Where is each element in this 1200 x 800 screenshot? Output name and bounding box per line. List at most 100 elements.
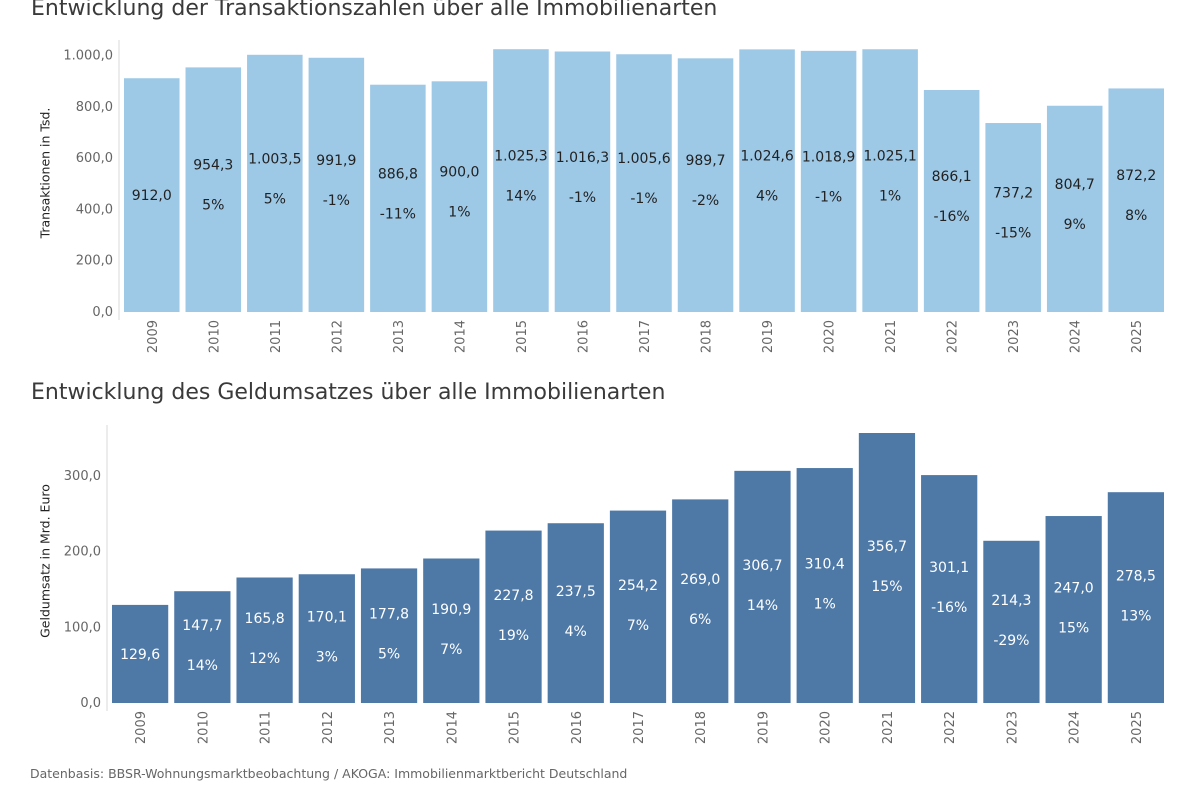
y-tick-label: 200,0	[76, 254, 113, 269]
x-tick-label: 2015	[515, 320, 530, 353]
x-tick-label: 2022	[943, 711, 958, 744]
y-tick-label: 400,0	[76, 202, 113, 217]
transactions-bar-chart: 0,0 200,0 400,0 600,0 800,0 1.000,0 912,0 2009 9…	[63, 40, 1164, 353]
bar-change-label: 9%	[1064, 217, 1086, 233]
y-tick-label: 1.000,0	[63, 49, 113, 64]
y-tick-label: 0,0	[92, 305, 113, 320]
bar	[677, 58, 734, 313]
bar-change-label: 1%	[879, 189, 901, 205]
bar-value-label: 1.018,9	[802, 149, 855, 165]
x-tick-label: 2017	[638, 320, 653, 353]
bar-value-label: 912,0	[132, 188, 172, 204]
x-tick-label: 2014	[445, 711, 460, 744]
bar-change-label: -16%	[934, 209, 970, 225]
x-tick-label: 2022	[946, 320, 961, 353]
bar-value-label: 170,1	[307, 610, 347, 626]
x-tick-label: 2013	[383, 711, 398, 744]
x-tick-label: 2014	[453, 320, 468, 353]
x-tick-label: 2010	[196, 711, 211, 744]
bar-change-label: -15%	[995, 226, 1031, 242]
bar	[112, 604, 169, 703]
chart-title-turnover: Entwicklung des Geldumsatzes über alle I…	[31, 380, 666, 405]
y-tick-label: 100,0	[64, 620, 101, 635]
bar-change-label: 4%	[756, 189, 778, 205]
bar	[921, 475, 978, 703]
x-tick-label: 2021	[884, 320, 899, 353]
x-tick-label: 2016	[576, 320, 591, 353]
chart-title-transactions: Entwicklung der Transaktionszahlen über …	[31, 0, 718, 21]
bar-change-label: -1%	[569, 190, 596, 206]
bar-value-label: 1.005,6	[617, 151, 671, 167]
y-tick-label: 300,0	[64, 469, 101, 484]
x-tick-label: 2018	[700, 320, 715, 353]
bar-value-label: 237,5	[556, 584, 596, 600]
bar-change-label: 7%	[627, 618, 649, 634]
bar	[485, 530, 542, 703]
bar-change-label: 5%	[264, 191, 286, 207]
bar-change-label: 1%	[448, 205, 470, 221]
x-tick-label: 2009	[146, 320, 161, 353]
x-tick-label: 2020	[819, 711, 834, 744]
bar-value-label: 247,0	[1054, 581, 1094, 597]
bar-change-label: 19%	[498, 628, 529, 644]
bar-value-label: 1.016,3	[556, 150, 609, 166]
y-tick-label: 600,0	[76, 151, 113, 166]
bar-value-label: 737,2	[993, 186, 1033, 202]
bar	[616, 54, 672, 313]
x-tick-label: 2009	[134, 711, 149, 744]
bar-value-label: 227,8	[493, 588, 533, 604]
bar	[554, 51, 611, 313]
bar-change-label: 1%	[814, 597, 836, 613]
bar-change-label: -1%	[630, 191, 657, 207]
x-tick-label: 2015	[508, 711, 523, 744]
bar-value-label: 866,1	[932, 169, 972, 185]
bar	[800, 50, 857, 313]
x-tick-label: 2012	[330, 320, 345, 353]
bar-change-label: -2%	[692, 193, 719, 209]
bar	[862, 49, 918, 312]
bar-change-label: 12%	[249, 651, 280, 667]
bar-value-label: 147,7	[182, 618, 222, 634]
bar-value-label: 129,6	[120, 647, 160, 663]
x-tick-label: 2012	[321, 711, 336, 744]
x-tick-label: 2019	[756, 711, 771, 744]
bar-change-label: -11%	[380, 206, 416, 222]
bar	[493, 49, 549, 313]
x-tick-label: 2011	[259, 711, 274, 744]
bar-value-label: 214,3	[991, 593, 1031, 609]
bar-change-label: 6%	[689, 612, 711, 628]
bar	[370, 84, 426, 312]
bar-change-label: -29%	[993, 633, 1029, 649]
bar	[734, 470, 791, 703]
bar	[796, 468, 853, 703]
bar	[1107, 492, 1164, 703]
bar	[1045, 516, 1102, 703]
bar-value-label: 1.024,6	[740, 149, 794, 165]
bar	[983, 540, 1040, 703]
x-tick-label: 2023	[1005, 711, 1020, 744]
bar-change-label: 4%	[565, 624, 587, 640]
bar-change-label: 15%	[1058, 621, 1089, 637]
x-tick-label: 2020	[823, 320, 838, 353]
bar	[298, 574, 355, 703]
bar-value-label: 310,4	[805, 557, 845, 573]
bar	[858, 433, 916, 703]
bar	[185, 67, 242, 313]
y-tick-label: 800,0	[76, 100, 113, 115]
turnover-bar-chart: 0,0 100,0 200,0 300,0 129,6 2009 147,7 14% 2010 1…	[64, 425, 1164, 744]
bar	[236, 577, 293, 703]
x-tick-label: 2016	[570, 711, 585, 744]
bar-change-label: -1%	[323, 193, 350, 209]
x-tick-label: 2024	[1068, 711, 1083, 744]
bar-value-label: 356,7	[867, 539, 907, 555]
bar	[985, 123, 1041, 313]
bar-value-label: 254,2	[618, 578, 658, 594]
bar-change-label: 5%	[202, 198, 224, 214]
bar	[1046, 105, 1103, 312]
x-tick-label: 2025	[1130, 711, 1145, 744]
x-tick-label: 2024	[1069, 320, 1084, 353]
x-tick-label: 2019	[761, 320, 776, 353]
bar-value-label: 991,9	[316, 153, 356, 169]
bar	[547, 523, 604, 703]
bar-value-label: 1.025,3	[494, 149, 547, 165]
